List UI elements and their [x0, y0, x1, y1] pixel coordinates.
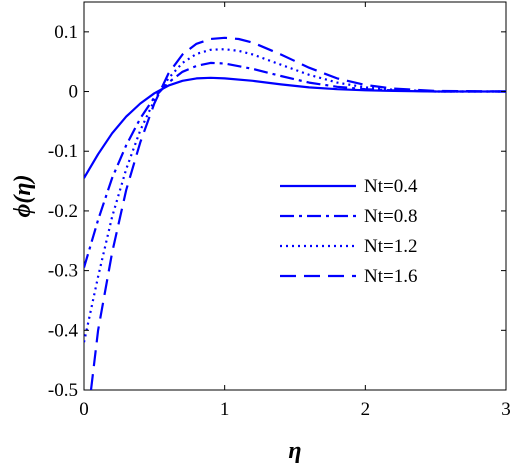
y-axis-title: ϕ(η) [10, 174, 36, 217]
series-line-2 [84, 61, 506, 268]
x-tick-label: 2 [361, 399, 371, 420]
x-tick-label: 1 [220, 399, 230, 420]
plot-area [83, 1, 507, 391]
series-line-4 [89, 36, 506, 390]
legend-label-4: Nt=1.6 [364, 266, 417, 287]
y-tick-label: -0.4 [48, 320, 79, 341]
y-tick-label: 0.1 [54, 22, 78, 43]
y-tick-label: -0.1 [48, 141, 78, 162]
legend: Nt=0.4 Nt=0.8 Nt=1.2 Nt=1.6 [280, 176, 418, 287]
y-tick-label: -0.3 [48, 261, 78, 282]
legend-label-1: Nt=0.4 [364, 176, 418, 197]
y-tick-label: -0.5 [48, 380, 78, 401]
x-tick-label: 3 [501, 399, 511, 420]
x-axis-title: η [288, 438, 301, 464]
y-tick-label: -0.2 [48, 201, 78, 222]
series-line-3 [84, 48, 506, 343]
y-tick-label: 0 [69, 82, 79, 103]
legend-label-2: Nt=0.8 [364, 206, 417, 227]
legend-label-3: Nt=1.2 [364, 236, 417, 257]
x-tick-label: 0 [79, 399, 89, 420]
